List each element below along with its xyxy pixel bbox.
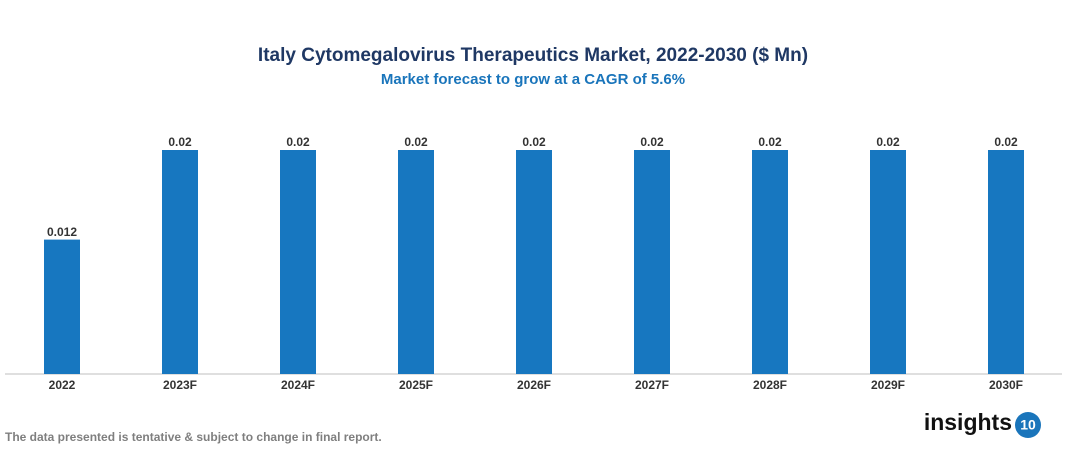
bar <box>162 150 198 374</box>
brand-name: insights <box>924 409 1012 435</box>
value-label: 0.02 <box>876 135 900 149</box>
brand-badge: 10 <box>1020 417 1036 433</box>
value-label: 0.02 <box>758 135 782 149</box>
x-tick-label: 2025F <box>399 378 433 392</box>
x-tick-label: 2024F <box>281 378 315 392</box>
value-label: 0.02 <box>286 135 310 149</box>
value-label: 0.02 <box>640 135 664 149</box>
x-tick-label: 2027F <box>635 378 669 392</box>
x-tick-label: 2022 <box>49 378 76 392</box>
value-label: 0.012 <box>47 225 77 239</box>
value-label: 0.02 <box>522 135 546 149</box>
footnote: The data presented is tentative & subjec… <box>5 430 382 444</box>
bar <box>988 150 1024 374</box>
x-tick-label: 2029F <box>871 378 905 392</box>
x-tick-label: 2023F <box>163 378 197 392</box>
bar <box>398 150 434 374</box>
bar <box>44 239 80 374</box>
value-label: 0.02 <box>994 135 1018 149</box>
brand-badge-circle <box>1015 412 1041 438</box>
x-tick-label: 2026F <box>517 378 551 392</box>
chart-title: Italy Cytomegalovirus Therapeutics Marke… <box>258 45 808 66</box>
chart-subtitle: Market forecast to grow at a CAGR of 5.6… <box>381 71 685 88</box>
bar <box>634 150 670 374</box>
x-tick-label: 2028F <box>753 378 787 392</box>
value-label: 0.02 <box>404 135 428 149</box>
bar <box>752 150 788 374</box>
bar <box>870 150 906 374</box>
value-label: 0.02 <box>168 135 192 149</box>
x-tick-label: 2030F <box>989 378 1023 392</box>
bar <box>280 150 316 374</box>
bar <box>516 150 552 374</box>
